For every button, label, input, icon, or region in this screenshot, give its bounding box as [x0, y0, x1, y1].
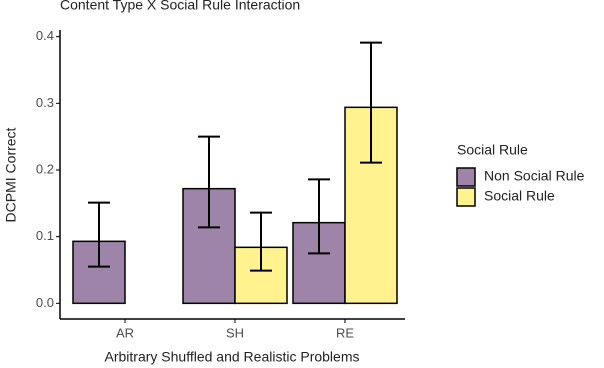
- error-bar: [88, 201, 110, 268]
- legend-title: Social Rule: [457, 142, 528, 158]
- error-bar: [360, 41, 382, 164]
- y-tick-label: 0.0: [36, 295, 54, 310]
- legend-key: [456, 187, 476, 207]
- y-tick-label: 0.1: [36, 228, 54, 243]
- x-tick-label: RE: [336, 325, 354, 340]
- legend-label: Non Social Rule: [484, 168, 585, 184]
- x-axis-label: Arbitrary Shuffled and Realistic Problem…: [105, 349, 360, 365]
- x-tick-label: AR: [116, 325, 134, 340]
- legend-key: [456, 167, 476, 187]
- y-tick-label: 0.4: [36, 28, 54, 43]
- error-bar: [308, 178, 330, 255]
- chart-title: Content Type X Social Rule Interaction: [60, 0, 300, 13]
- y-axis-label: DCPMI Correct: [3, 127, 19, 222]
- error-bar: [250, 211, 272, 272]
- y-tick-label: 0.2: [36, 161, 54, 176]
- x-tick-label: SH: [226, 325, 244, 340]
- legend-label: Social Rule: [484, 188, 555, 204]
- y-tick-label: 0.3: [36, 95, 54, 110]
- error-bar: [198, 135, 220, 229]
